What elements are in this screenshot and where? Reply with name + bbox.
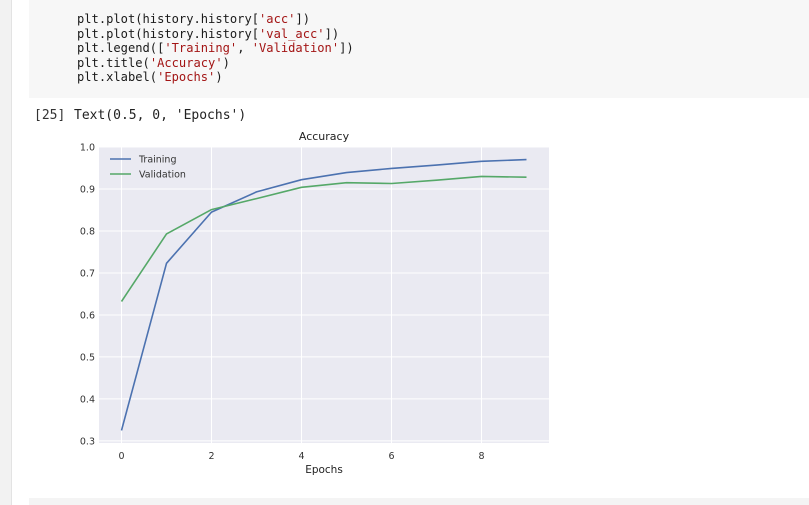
series-line-validation (120, 175, 527, 302)
code-cell[interactable]: plt.plot(history.history['acc']) plt.plot… (29, 0, 809, 98)
x-tick-label: 8 (478, 451, 484, 462)
code-line: plt.plot(history.history['acc']) (77, 12, 310, 26)
code-line: plt.legend(['Training', 'Validation']) (77, 41, 354, 56)
y-tick-label: 0.7 (80, 268, 95, 279)
x-tick-label: 2 (208, 451, 214, 462)
legend-label: Validation (139, 170, 186, 181)
x-tick-label: 6 (388, 451, 394, 462)
y-tick-label: 0.9 (80, 184, 95, 195)
y-tick-label: 0.6 (80, 310, 95, 321)
series-line-training (120, 158, 527, 431)
y-tick-label: 0.5 (80, 352, 95, 363)
plot-area (99, 147, 549, 443)
code-editor[interactable]: plt.plot(history.history['acc']) plt.plot… (77, 12, 354, 85)
y-tick-label: 0.3 (80, 436, 95, 447)
code-line: plt.xlabel('Epochs') (77, 70, 223, 85)
output-text: Text(0.5, 0, 'Epochs') (74, 108, 247, 123)
x-tick-label: 0 (118, 451, 124, 462)
y-tick-label: 1.0 (80, 143, 95, 154)
y-tick-label: 0.8 (80, 226, 95, 237)
y-tick-label: 0.4 (80, 394, 95, 405)
execution-count: [25] (34, 108, 66, 123)
chart-title: Accuracy (299, 130, 350, 143)
code-line: plt.plot(history.history['val_acc']) (77, 26, 340, 41)
x-axis-label: Epochs (305, 464, 343, 476)
notebook-left-gutter (0, 0, 12, 505)
accuracy-chart: 0.3 0.4 0.5 0.6 0.7 0.8 0.9 1.0 0 2 4 6 8 Accuracy Epo… (70, 124, 560, 487)
legend-label: Training (138, 155, 177, 166)
code-line: plt.title('Accuracy') (77, 55, 230, 70)
next-cell-edge (29, 498, 809, 505)
chart-svg: 0.3 0.4 0.5 0.6 0.7 0.8 0.9 1.0 0 2 4 6 8 Accuracy Epo… (80, 130, 549, 476)
x-tick-label: 4 (298, 451, 304, 462)
